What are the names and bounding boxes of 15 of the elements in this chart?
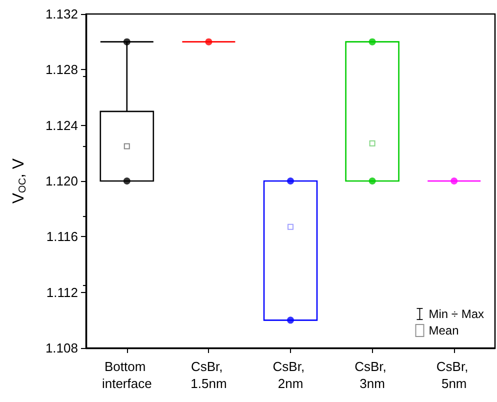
- legend-label: Min ÷ Max: [428, 307, 484, 321]
- y-axis-title: VOC, V: [10, 158, 28, 204]
- x-tick-label: CsBr, 2nm: [272, 359, 308, 391]
- y-tick-label: 1.112: [46, 284, 78, 300]
- x-tick-label: CsBr, 5nm: [436, 359, 472, 391]
- x-tick-label: CsBr, 3nm: [354, 359, 390, 391]
- y-tick-label: 1.108: [45, 340, 78, 356]
- y-tick-label: 1.120: [45, 174, 78, 188]
- x-tick-label: Bottom interface: [102, 359, 152, 391]
- y-tick-label: 1.124: [45, 118, 78, 133]
- y-tick-label: 1.116: [46, 229, 78, 244]
- x-tick-label: CsBr, 1.5nm: [190, 359, 227, 391]
- legend-label: Mean: [428, 324, 459, 338]
- y-tick-label: 1.128: [45, 62, 78, 78]
- y-tick-label: 1.132: [45, 6, 78, 22]
